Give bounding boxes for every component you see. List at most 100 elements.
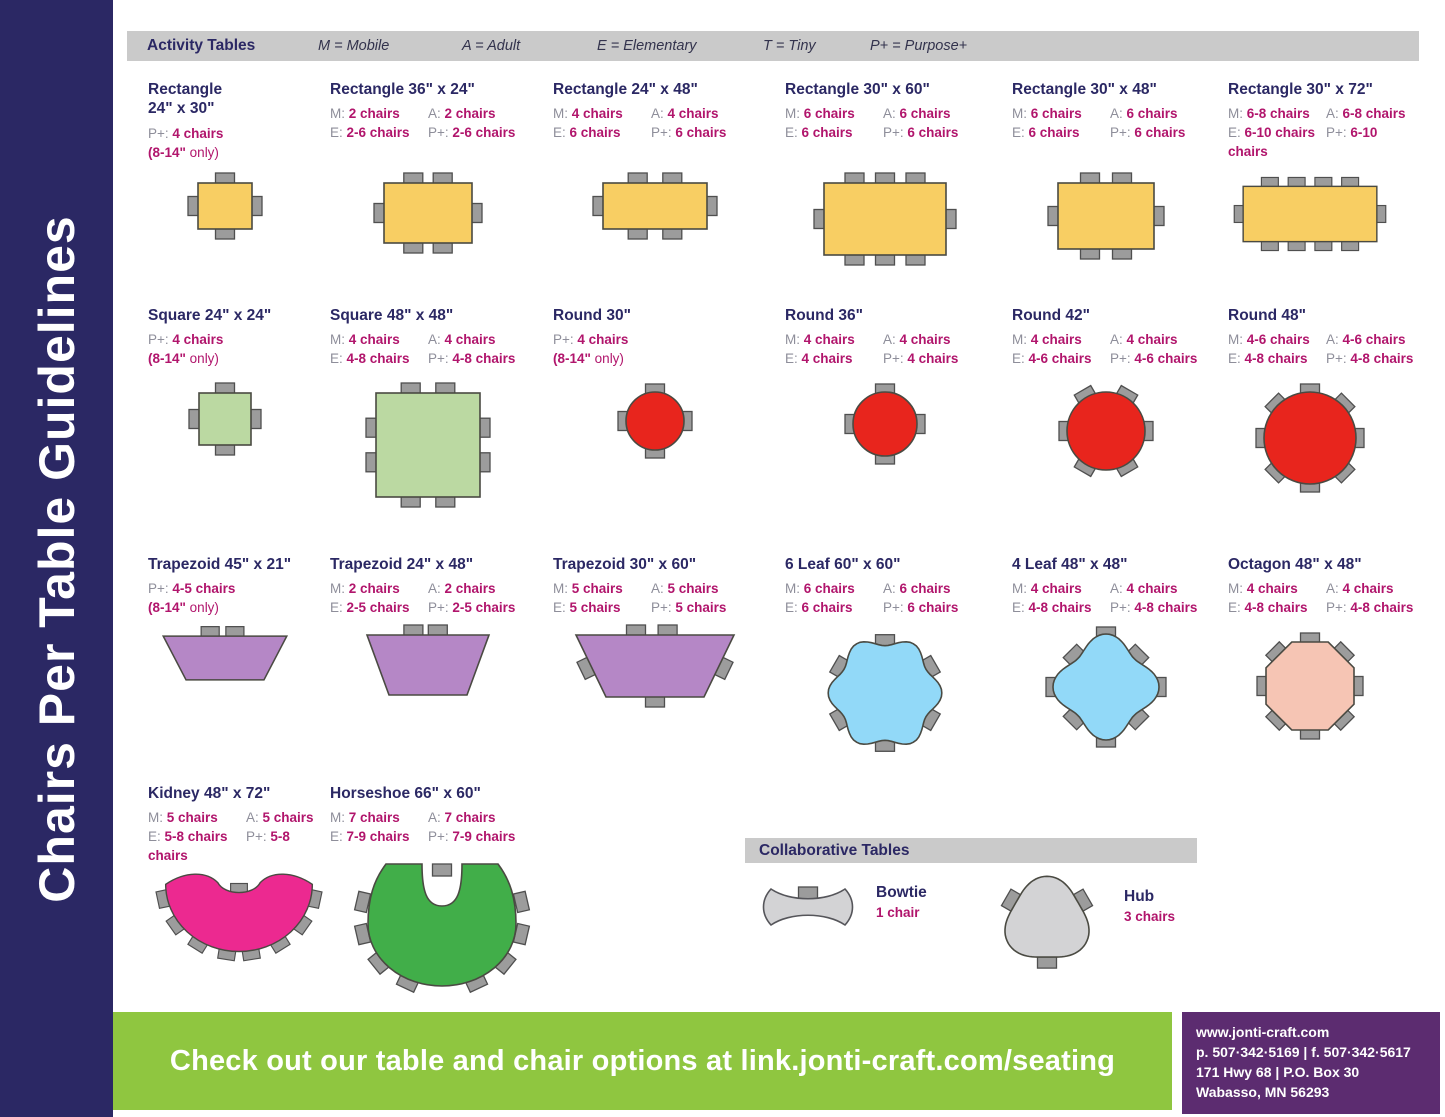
seat-count: A: 4 chairs bbox=[1326, 581, 1394, 597]
seat-count: P+: 6 chairs bbox=[883, 600, 959, 616]
size-note: (8-14" only) bbox=[553, 351, 624, 367]
table-name: 6 Leaf 60" x 60" bbox=[785, 556, 901, 573]
seat-count: 1 chair bbox=[876, 905, 920, 920]
seat-count: M: 6-8 chairs bbox=[1228, 106, 1310, 122]
collab-item: Hub 3 chairs bbox=[986, 860, 1175, 987]
table-name: Round 48" bbox=[1228, 307, 1306, 324]
seat-info-line: M: 6-8 chairs A: 6-8 chairs bbox=[1228, 104, 1420, 123]
activity-tables-header: Activity Tables M = Mobile A = Adult E = E… bbox=[127, 31, 1419, 61]
seat-count: M: 5 chairs bbox=[148, 810, 218, 826]
table-name: Kidney 48" x 72" bbox=[148, 785, 271, 802]
seat-count: A: 5 chairs bbox=[651, 581, 719, 597]
seat-count: E: 7-9 chairs bbox=[330, 829, 410, 845]
legend-item: P+ = Purpose+ bbox=[870, 38, 968, 54]
size-note: (8-14" only) bbox=[148, 600, 219, 616]
seat-count: A: 4 chairs bbox=[651, 106, 719, 122]
city-text: Wabasso, MN 56293 bbox=[1196, 1083, 1330, 1100]
seat-info-line: E: 6 chairs P+: 6 chairs bbox=[785, 598, 1012, 617]
seat-info-line: M: 6 chairs A: 6 chairs bbox=[785, 104, 1012, 123]
seat-count: A: 6 chairs bbox=[883, 106, 951, 122]
seat-info-line: M: 5 chairs A: 5 chairs bbox=[148, 808, 330, 827]
tables-row-1: Rectangle 24" x 30" P+: 4 chairs (8-14" on… bbox=[148, 80, 1420, 278]
seat-count: E: 4 chairs bbox=[785, 351, 853, 367]
table-name: 4 Leaf 48" x 48" bbox=[1012, 556, 1128, 573]
seat-count: P+: 2-5 chairs bbox=[428, 600, 516, 616]
table-diagram bbox=[1012, 166, 1228, 278]
activity-tables-title: Activity Tables bbox=[147, 37, 256, 54]
seat-info-line: M: 2 chairs A: 2 chairs bbox=[330, 104, 553, 123]
seat-count: A: 6 chairs bbox=[883, 581, 951, 597]
seat-count: E: 5 chairs bbox=[553, 600, 621, 616]
table-name: Trapezoid 30" x 60" bbox=[553, 556, 697, 573]
seat-count: P+: 7-9 chairs bbox=[428, 829, 516, 845]
seat-count: P+: 6 chairs bbox=[883, 125, 959, 141]
size-note: (8-14" only) bbox=[148, 351, 219, 367]
seat-count: A: 4 chairs bbox=[1110, 332, 1178, 348]
collaborative-tables-header: Collaborative Tables bbox=[745, 838, 1197, 863]
seat-count: A: 4 chairs bbox=[883, 332, 951, 348]
table-card: 6 Leaf 60" x 60" M: 6 chairs A: 6 chairs E:… bbox=[785, 555, 1012, 769]
seat-count: P+: 4-5 chairs bbox=[148, 581, 236, 597]
seat-info-line: E: 4-8 chairs P+: 4-8 chairs bbox=[330, 349, 553, 368]
table-card: Trapezoid 30" x 60" M: 5 chairs A: 5 chair… bbox=[553, 555, 785, 769]
seat-count: P+: 4-8 chairs bbox=[1326, 600, 1414, 616]
seat-count: E: 4-8 chairs bbox=[1228, 600, 1308, 616]
table-card: Rectangle 30" x 60" M: 6 chairs A: 6 chair… bbox=[785, 80, 1012, 278]
table-card: Rectangle 30" x 72" M: 6-8 chairs A: 6-8 c… bbox=[1228, 80, 1420, 278]
seat-count: M: 2 chairs bbox=[330, 106, 400, 122]
table-card: Round 36" M: 4 chairs A: 4 chairs E: 4 chai… bbox=[785, 306, 1012, 528]
seat-count: P+: 5 chairs bbox=[651, 600, 727, 616]
seat-count: P+: 6 chairs bbox=[651, 125, 727, 141]
tables-row-2: Square 24" x 24" P+: 4 chairs (8-14" only)… bbox=[148, 306, 1420, 528]
seat-count: A: 4-6 chairs bbox=[1326, 332, 1406, 348]
table-diagram bbox=[330, 854, 553, 1019]
seat-count: M: 4 chairs bbox=[553, 106, 623, 122]
table-diagram bbox=[1228, 376, 1420, 528]
seat-count: P+: 6-10 chairs bbox=[1228, 125, 1378, 160]
seat-count: A: 2 chairs bbox=[428, 581, 496, 597]
table-diagram bbox=[986, 860, 1108, 987]
table-card: Square 24" x 24" P+: 4 chairs (8-14" only) bbox=[148, 306, 330, 528]
legend-item: E = Elementary bbox=[597, 38, 697, 54]
table-name: Round 42" bbox=[1012, 307, 1090, 324]
seat-count: M: 4 chairs bbox=[1012, 581, 1082, 597]
collab-item: Bowtie 1 chair bbox=[756, 872, 927, 947]
seat-count: A: 4 chairs bbox=[428, 332, 496, 348]
seat-info-line: P+: 4 chairs bbox=[148, 124, 330, 143]
seat-info-line: E: 4-8 chairs P+: 4-8 chairs bbox=[1228, 349, 1420, 368]
seat-info-line: M: 4 chairs A: 4 chairs bbox=[1012, 579, 1228, 598]
table-card: Horseshoe 66" x 60" M: 7 chairs A: 7 chair… bbox=[330, 784, 553, 1019]
table-diagram bbox=[148, 854, 330, 1019]
seat-count: P+: 5-8 chairs bbox=[148, 829, 290, 864]
table-name: Trapezoid 24" x 48" bbox=[330, 556, 474, 573]
table-diagram bbox=[330, 619, 553, 769]
promo-text: Check out our table and chair options at… bbox=[169, 1044, 1116, 1077]
legend-item: M = Mobile bbox=[318, 38, 390, 54]
table-name: Round 30" bbox=[553, 307, 631, 324]
seat-count: P+: 4-8 chairs bbox=[428, 351, 516, 367]
seat-info-line: P+: 4 chairs bbox=[148, 330, 330, 349]
table-diagram bbox=[756, 872, 860, 947]
seat-count: M: 6 chairs bbox=[785, 581, 855, 597]
table-diagram bbox=[785, 166, 1012, 278]
table-card: Trapezoid 24" x 48" M: 2 chairs A: 2 chair… bbox=[330, 555, 553, 769]
table-card: Kidney 48" x 72" M: 5 chairs A: 5 chairs E:… bbox=[148, 784, 330, 1019]
seat-info-line: M: 7 chairs A: 7 chairs bbox=[330, 808, 553, 827]
contact-box: www.jonti-craft.com p. 507·342·5169 | f.… bbox=[1182, 1012, 1440, 1114]
seat-count: P+: 4 chairs bbox=[883, 351, 959, 367]
tables-row-4: Kidney 48" x 72" M: 5 chairs A: 5 chairs E:… bbox=[148, 784, 1420, 1019]
seat-count: P+: 4 chairs bbox=[148, 332, 224, 348]
website-text: www.jonti-craft.com bbox=[1196, 1024, 1330, 1040]
table-diagram bbox=[330, 376, 553, 528]
page-title: Chairs Per Table Guidelines bbox=[28, 214, 85, 903]
table-card: Rectangle 24" x 30" P+: 4 chairs (8-14" on… bbox=[148, 80, 330, 278]
table-card: Octagon 48" x 48" M: 4 chairs A: 4 chairs E… bbox=[1228, 555, 1420, 769]
seat-count: M: 6 chairs bbox=[1012, 106, 1082, 122]
table-name: Bowtie bbox=[876, 884, 927, 901]
seat-count: P+: 4 chairs bbox=[148, 125, 224, 141]
address-text: 171 Hwy 68 | P.O. Box 30 bbox=[1196, 1063, 1360, 1080]
seat-info-line: E: 2-6 chairs P+: 2-6 chairs bbox=[330, 123, 553, 142]
seat-count: A: 4 chairs bbox=[1110, 581, 1178, 597]
seat-count: E: 6-10 chairs bbox=[1228, 125, 1316, 141]
table-name: Square 48" x 48" bbox=[330, 307, 454, 324]
